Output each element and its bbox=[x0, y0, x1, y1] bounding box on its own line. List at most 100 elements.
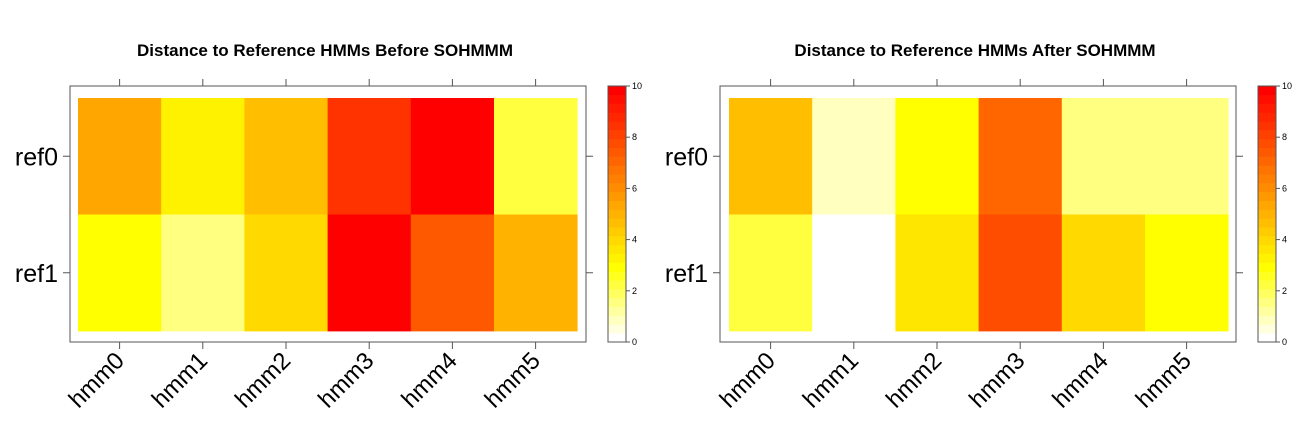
colorbar-segment bbox=[608, 191, 626, 202]
colorbar-segment bbox=[1258, 183, 1276, 193]
heatmap-cell-ref0-hmm0 bbox=[729, 98, 813, 215]
colorbar-segment bbox=[1258, 103, 1276, 113]
x-tick-label-hmm0: hmm0 bbox=[715, 347, 781, 413]
heatmap-cell-ref0-hmm5 bbox=[494, 98, 578, 215]
colorbar-segment bbox=[608, 324, 626, 334]
colorbar-tick-label-before: 10 bbox=[632, 81, 642, 91]
colorbar-tick-label-after: 6 bbox=[1282, 183, 1287, 193]
colorbar-segment bbox=[1258, 280, 1276, 290]
colorbar-segment bbox=[1258, 191, 1276, 202]
colorbar-segment bbox=[608, 297, 626, 307]
plot-frame-before bbox=[69, 85, 587, 343]
colorbar-segment bbox=[608, 86, 626, 96]
colorbar-segment bbox=[1258, 315, 1276, 325]
colorbar-segment bbox=[1258, 324, 1276, 334]
x-tick-labels-after: hmm0 hmm1 hmm2 hmm3 hmm4 hmm5 bbox=[715, 347, 1197, 413]
colorbar-segment bbox=[608, 200, 626, 210]
colorbar-segment bbox=[1258, 130, 1276, 140]
colorbar-tick-label-after: 4 bbox=[1282, 235, 1287, 245]
heatmap-cell-ref0-hmm0 bbox=[78, 98, 162, 215]
colorbar-segment bbox=[608, 333, 626, 343]
colorbar-segment bbox=[1258, 306, 1276, 316]
colorbar-segment bbox=[1258, 147, 1276, 157]
y-tick-label-ref0: ref0 bbox=[665, 143, 708, 171]
colorbar-segment bbox=[608, 218, 626, 228]
heatmap-cell-ref1-hmm3 bbox=[978, 214, 1063, 332]
heatmap-cells-before bbox=[78, 98, 578, 332]
axis-ticks-before bbox=[63, 79, 593, 349]
axis-ticks-after bbox=[713, 79, 1243, 349]
heatmap-cell-ref1-hmm5 bbox=[1145, 214, 1229, 332]
colorbar-after: 0 2 4 6 8 10 bbox=[1257, 81, 1292, 347]
colorbar-frame bbox=[607, 85, 627, 343]
colorbar-segment bbox=[608, 165, 626, 175]
heatmap-cell-ref0-hmm4 bbox=[1061, 98, 1146, 215]
y-tick-label-ref1: ref1 bbox=[665, 260, 708, 288]
colorbar-segment bbox=[1258, 253, 1276, 263]
x-tick-label-hmm3: hmm3 bbox=[313, 347, 379, 413]
x-tick-label-hmm1: hmm1 bbox=[147, 347, 213, 413]
heatmap-cell-ref0-hmm1 bbox=[161, 98, 245, 215]
colorbar-segment bbox=[1258, 165, 1276, 175]
colorbar-segment bbox=[608, 280, 626, 290]
heatmap-cells-after bbox=[729, 98, 1229, 332]
heatmap-after-panel: Distance to Reference HMMs After SOHMMM … bbox=[665, 41, 1292, 413]
x-tick-label-hmm5: hmm5 bbox=[480, 347, 546, 413]
colorbar-segment bbox=[1258, 236, 1276, 246]
colorbar-segment bbox=[1258, 227, 1276, 237]
colorbar-tick-label-after: 2 bbox=[1282, 286, 1287, 296]
x-tick-label-hmm2: hmm2 bbox=[230, 347, 296, 413]
colorbar-segment bbox=[608, 227, 626, 237]
heatmap-cell-ref0-hmm1 bbox=[812, 98, 896, 215]
colorbar-tick-label-after: 10 bbox=[1282, 81, 1292, 91]
colorbar-segment bbox=[1258, 333, 1276, 343]
heatmap-cell-ref1-hmm2 bbox=[895, 214, 979, 332]
colorbar-segment bbox=[1258, 262, 1276, 272]
colorbar-before: 0 2 4 6 8 10 bbox=[607, 81, 642, 347]
heatmap-before-panel: Distance to Reference HMMs Before SOHMMM… bbox=[15, 41, 642, 413]
heatmap-cell-ref0-hmm3 bbox=[978, 98, 1063, 215]
heatmap-cell-ref0-hmm5 bbox=[1145, 98, 1229, 215]
heatmap-cell-ref0-hmm3 bbox=[327, 98, 412, 215]
colorbar-segment bbox=[608, 253, 626, 263]
colorbar-tick-label-after: 8 bbox=[1282, 132, 1287, 142]
heatmap-cell-ref1-hmm0 bbox=[729, 214, 813, 332]
colorbar-segment bbox=[1258, 86, 1276, 96]
colorbar-segment bbox=[608, 289, 626, 299]
x-tick-label-hmm4: hmm4 bbox=[396, 347, 462, 413]
x-tick-label-hmm3: hmm3 bbox=[964, 347, 1030, 413]
colorbar-segment bbox=[1258, 200, 1276, 210]
x-tick-label-hmm4: hmm4 bbox=[1047, 347, 1113, 413]
colorbar-segment bbox=[1258, 94, 1276, 104]
heatmap-cell-ref0-hmm4 bbox=[410, 98, 495, 215]
colorbar-segment bbox=[1258, 121, 1276, 131]
heatmap-cell-ref0-hmm2 bbox=[895, 98, 979, 215]
x-tick-label-hmm5: hmm5 bbox=[1131, 347, 1197, 413]
plot-frame-after bbox=[719, 85, 1237, 343]
colorbar-segment bbox=[608, 121, 626, 131]
colorbar-segment bbox=[1258, 156, 1276, 166]
colorbar-tick-label-before: 4 bbox=[632, 235, 637, 245]
heatmap-cell-ref1-hmm4 bbox=[410, 214, 495, 332]
colorbar-segment bbox=[608, 94, 626, 104]
colorbar-segment bbox=[608, 174, 626, 184]
x-tick-label-hmm2: hmm2 bbox=[881, 347, 947, 413]
colorbar-segment bbox=[608, 271, 626, 281]
y-tick-label-ref1: ref1 bbox=[15, 260, 58, 288]
colorbar-segment bbox=[608, 209, 626, 219]
colorbar-segment bbox=[608, 112, 626, 122]
colorbar-tick-label-before: 2 bbox=[632, 286, 637, 296]
colorbar-segment bbox=[1258, 218, 1276, 228]
colorbar-tick-label-before: 8 bbox=[632, 132, 637, 142]
heatmap-cell-ref1-hmm0 bbox=[78, 214, 162, 332]
colorbar-segment bbox=[608, 236, 626, 246]
chart-title-after: Distance to Reference HMMs After SOHMMM bbox=[794, 41, 1155, 60]
colorbar-segment bbox=[1258, 244, 1276, 255]
colorbar-segment bbox=[1258, 289, 1276, 299]
colorbar-segment bbox=[608, 156, 626, 166]
heatmap-cell-ref1-hmm1 bbox=[161, 214, 245, 332]
colorbar-tick-label-before: 6 bbox=[632, 183, 637, 193]
colorbar-segment bbox=[1258, 174, 1276, 184]
heatmap-cell-ref0-hmm2 bbox=[244, 98, 328, 215]
